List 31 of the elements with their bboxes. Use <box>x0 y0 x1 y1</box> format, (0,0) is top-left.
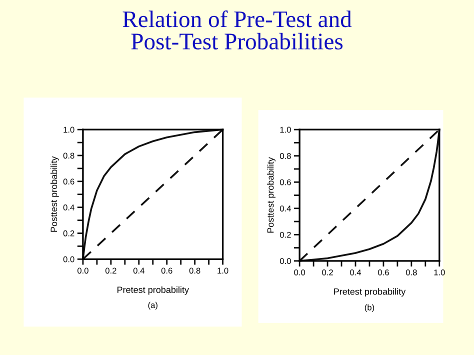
x-tick-label: 1.0 <box>434 269 445 276</box>
x-axis-title: Pretest probability <box>117 286 189 295</box>
y-tick-label: 0.2 <box>280 232 291 238</box>
y-tick-label: 0.4 <box>280 206 291 212</box>
x-tick-label: 0.4 <box>350 269 362 276</box>
y-tick-label: 0.6 <box>63 178 74 185</box>
x-tick-label: 0.4 <box>133 268 144 274</box>
y-axis-title: Posttest probability <box>267 157 276 233</box>
x-tick-label: 0.6 <box>378 269 389 276</box>
y-tick-label: 1.0 <box>64 126 74 133</box>
text: (b) <box>364 304 374 312</box>
y-tick-label: 0.8 <box>63 152 74 159</box>
y-tick-label: 0.2 <box>63 230 74 236</box>
x-tick-label: 1.0 <box>218 268 228 274</box>
x-tick-label: 0.8 <box>406 269 417 276</box>
x-tick-label: 0.0 <box>77 268 88 274</box>
x-tick-label: 0.6 <box>161 268 172 274</box>
x-tick-label: 0.0 <box>294 269 306 276</box>
x-axis-title: Pretest probability <box>334 288 406 297</box>
x-tick-label: 0.2 <box>322 269 333 276</box>
y-tick-label: 0.0 <box>280 258 291 264</box>
y-tick-label: 0.4 <box>63 204 74 210</box>
y-tick-label: 1.0 <box>280 126 291 133</box>
text: (a) <box>148 302 158 310</box>
y-axis-title: Posttest probability <box>50 156 59 232</box>
y-tick-label: 0.0 <box>63 256 74 262</box>
y-tick-label: 0.8 <box>280 153 291 159</box>
y-tick-label: 0.6 <box>280 179 291 186</box>
x-tick-label: 0.8 <box>189 268 200 274</box>
x-tick-label: 0.2 <box>105 268 116 274</box>
chart-title: Relation of Pre-Test and Post-Test Probabilities <box>122 10 352 50</box>
